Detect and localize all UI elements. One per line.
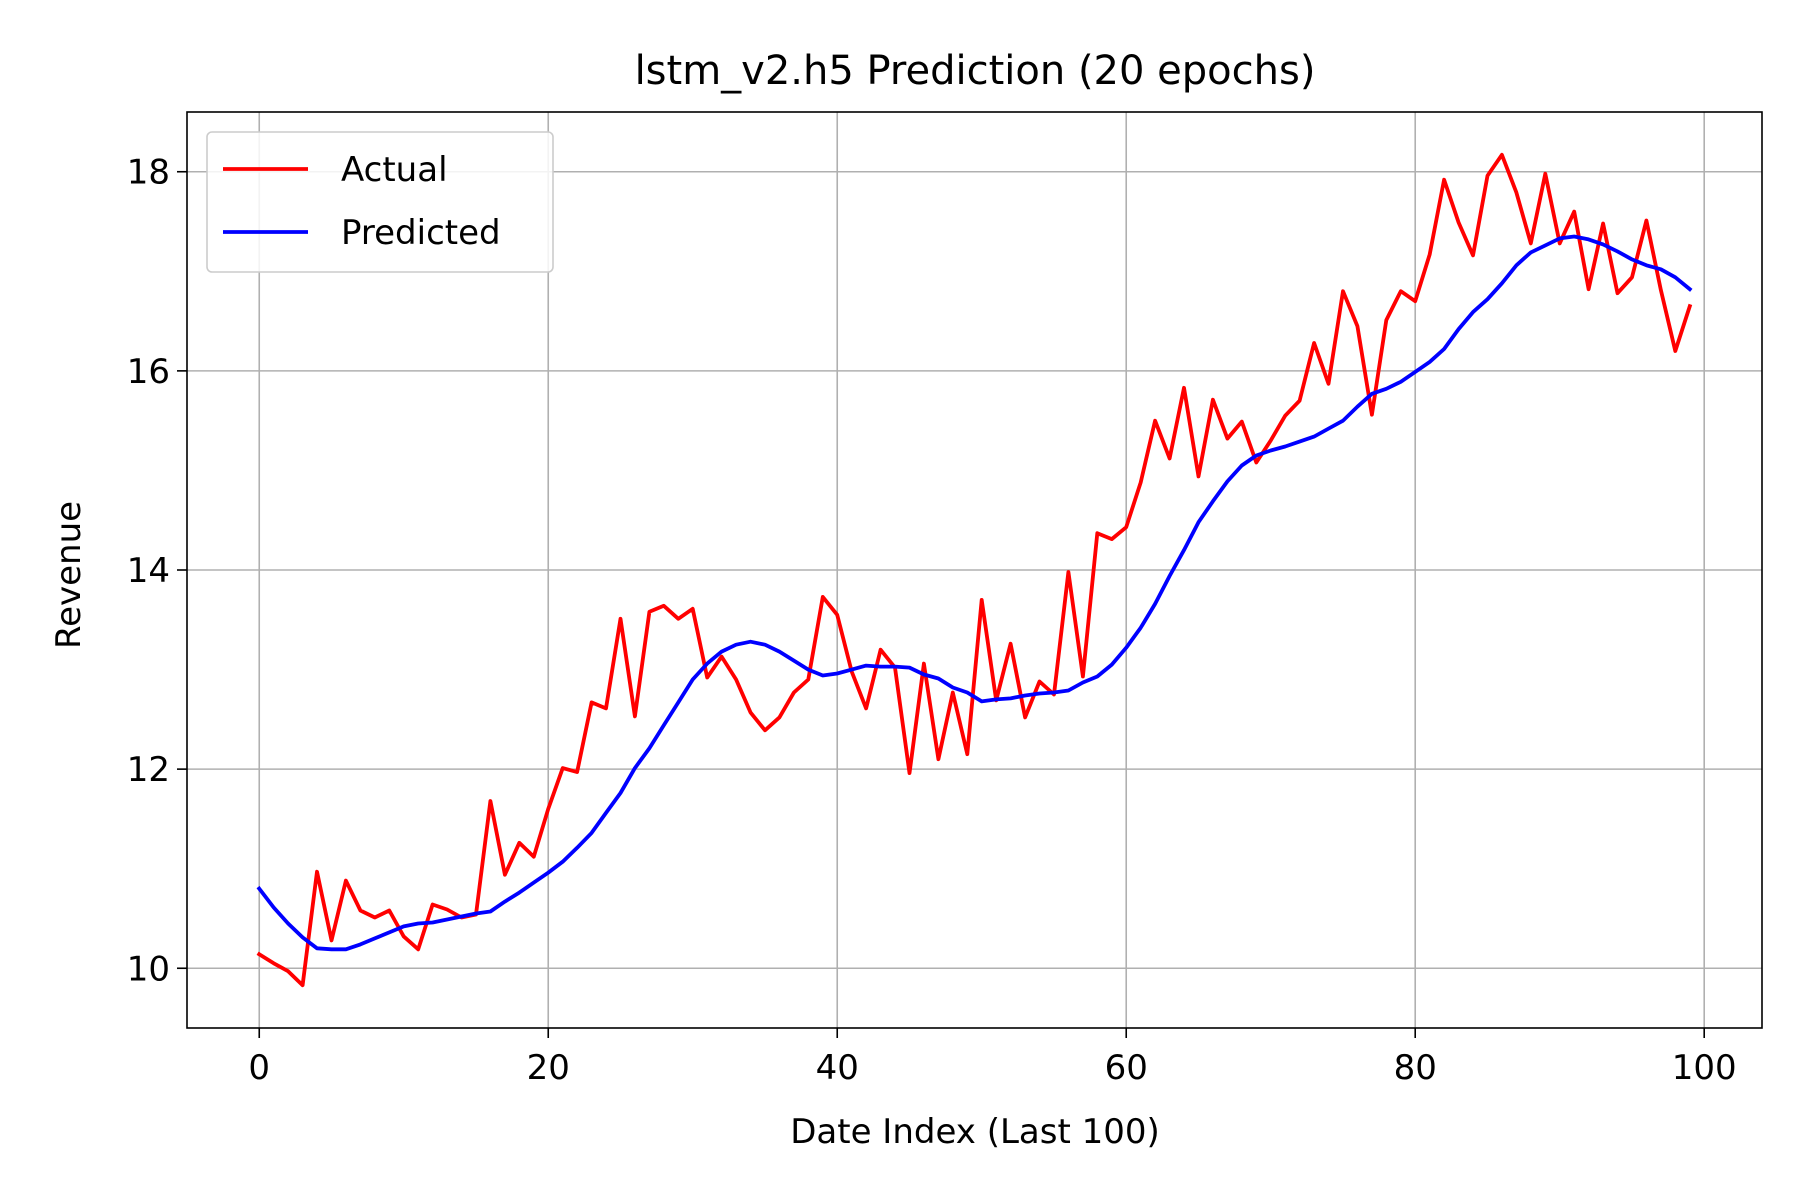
x-tick-label: 40 [816,1048,859,1088]
x-tick-label: 80 [1394,1048,1437,1088]
chart-title: lstm_v2.h5 Prediction (20 epochs) [635,48,1316,94]
x-tick-label: 100 [1672,1048,1737,1088]
y-tick-label: 12 [127,750,170,790]
legend-label-predicted: Predicted [341,213,501,253]
y-tick-label: 10 [127,949,170,989]
legend-box [206,131,554,273]
y-tick-label: 16 [127,352,170,392]
y-axis-label: Revenue [49,501,89,649]
x-tick-label: 60 [1105,1048,1148,1088]
series-line-actual [256,152,1693,988]
legend-label-actual: Actual [341,150,448,190]
series-line-predicted [256,234,1693,952]
axis-ticks: 0 20 40 60 80 100 10 12 14 16 18 [127,153,1737,1088]
legend: Actual Predicted [206,131,554,273]
x-axis-label: Date Index (Last 100) [790,1112,1160,1152]
x-tick-label: 0 [248,1048,270,1088]
y-tick-label: 18 [127,153,170,193]
series-layer [256,152,1693,988]
x-tick-label: 20 [527,1048,570,1088]
y-tick-label: 14 [127,551,170,591]
